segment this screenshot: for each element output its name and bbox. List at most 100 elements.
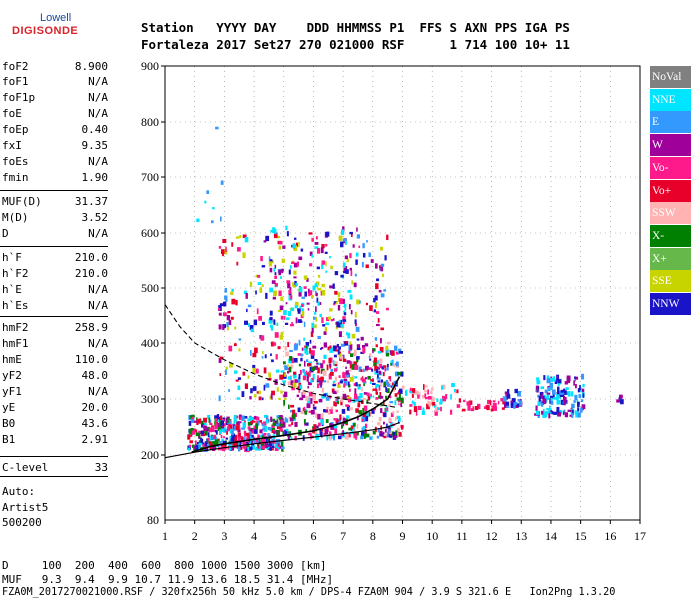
echo-point xyxy=(298,387,301,393)
echo-point xyxy=(257,443,260,449)
echo-point xyxy=(423,390,428,393)
echo-point xyxy=(577,388,581,393)
echo-point xyxy=(288,404,290,409)
echo-point xyxy=(221,446,226,452)
echo-point xyxy=(198,418,201,424)
echo-point xyxy=(261,423,265,427)
echo-point xyxy=(325,409,328,413)
echo-point xyxy=(238,438,241,442)
echo-point xyxy=(198,430,202,435)
auto-label: Auto: xyxy=(2,485,36,498)
param-row: foF2 8.900 xyxy=(0,60,108,74)
echo-point xyxy=(307,308,310,311)
echo-point xyxy=(424,393,427,398)
echo-point xyxy=(287,376,292,380)
echo-point xyxy=(346,373,350,378)
echo-point xyxy=(321,346,324,350)
echo-point xyxy=(399,388,403,394)
echo-point xyxy=(395,365,400,368)
echo-point xyxy=(234,370,238,374)
echo-point xyxy=(219,420,221,425)
echo-point xyxy=(294,435,297,441)
echo-point xyxy=(255,423,259,430)
echo-point xyxy=(238,421,242,424)
echo-point xyxy=(578,402,580,405)
echo-point xyxy=(349,267,353,271)
echo-point xyxy=(242,371,246,376)
echo-point xyxy=(373,360,377,367)
echo-point xyxy=(311,254,314,258)
echo-point xyxy=(250,350,252,356)
echo-point xyxy=(349,376,354,382)
echo-point xyxy=(209,422,211,425)
echo-point xyxy=(342,262,346,268)
echo-point xyxy=(280,390,283,394)
echo-point xyxy=(226,314,230,321)
echo-point xyxy=(377,422,381,426)
echo-point xyxy=(367,412,371,417)
legend-item-ssw: SSW xyxy=(650,202,691,225)
echo-point xyxy=(378,289,382,293)
echo-point xyxy=(362,378,366,383)
echo-point xyxy=(382,372,385,377)
echo-point xyxy=(340,241,344,248)
echo-point xyxy=(297,377,301,383)
param-name: D xyxy=(2,227,9,240)
echo-point xyxy=(269,287,273,293)
echo-point xyxy=(492,400,496,403)
echo-point xyxy=(197,441,200,445)
echo-point xyxy=(335,419,339,423)
echo-point xyxy=(273,267,276,272)
echo-point xyxy=(227,417,229,424)
echo-point xyxy=(347,381,350,386)
echo-point xyxy=(317,288,322,291)
echo-point xyxy=(200,430,204,434)
echo-point xyxy=(415,390,419,395)
y-tick-label: 700 xyxy=(141,170,159,184)
echo-point xyxy=(370,379,374,382)
echo-point xyxy=(343,267,347,272)
legend-item-noval: NoVal xyxy=(650,66,691,88)
echo-point xyxy=(230,438,235,444)
echo-point xyxy=(383,434,387,439)
echo-point xyxy=(357,383,361,390)
echo-point xyxy=(314,246,319,249)
echo-point xyxy=(354,273,357,277)
param-value: N/A xyxy=(88,385,108,398)
echo-point xyxy=(324,326,328,332)
echo-point xyxy=(240,446,243,450)
echo-point xyxy=(393,387,396,390)
echo-point xyxy=(276,419,279,426)
echo-point xyxy=(263,425,267,432)
echo-point xyxy=(390,413,394,418)
echo-point xyxy=(384,428,387,433)
echo-point xyxy=(197,446,201,450)
echo-point xyxy=(349,353,354,357)
echo-point xyxy=(200,438,204,445)
echo-point xyxy=(337,418,342,425)
x-tick-label: 15 xyxy=(575,529,587,543)
echo-point xyxy=(272,442,275,449)
echo-point xyxy=(281,417,284,423)
echo-point xyxy=(430,387,434,391)
echo-point xyxy=(249,325,254,331)
echo-point xyxy=(579,384,581,391)
echo-point xyxy=(321,243,325,249)
echo-point xyxy=(253,394,257,398)
echo-point xyxy=(537,401,541,407)
param-row: B0 43.6 xyxy=(0,417,108,431)
echo-point xyxy=(397,427,400,433)
echo-point xyxy=(248,416,252,422)
echo-point xyxy=(397,371,401,376)
legend-item-nne: NNE xyxy=(650,88,691,111)
echo-point xyxy=(334,290,338,295)
echo-point xyxy=(300,248,304,252)
echo-point xyxy=(340,343,345,347)
echo-point xyxy=(252,364,256,368)
echo-point xyxy=(261,397,264,401)
echo-point xyxy=(506,394,511,399)
echo-point xyxy=(281,447,284,452)
echo-point xyxy=(389,430,393,434)
echo-point xyxy=(244,430,246,437)
echo-point xyxy=(303,371,308,377)
